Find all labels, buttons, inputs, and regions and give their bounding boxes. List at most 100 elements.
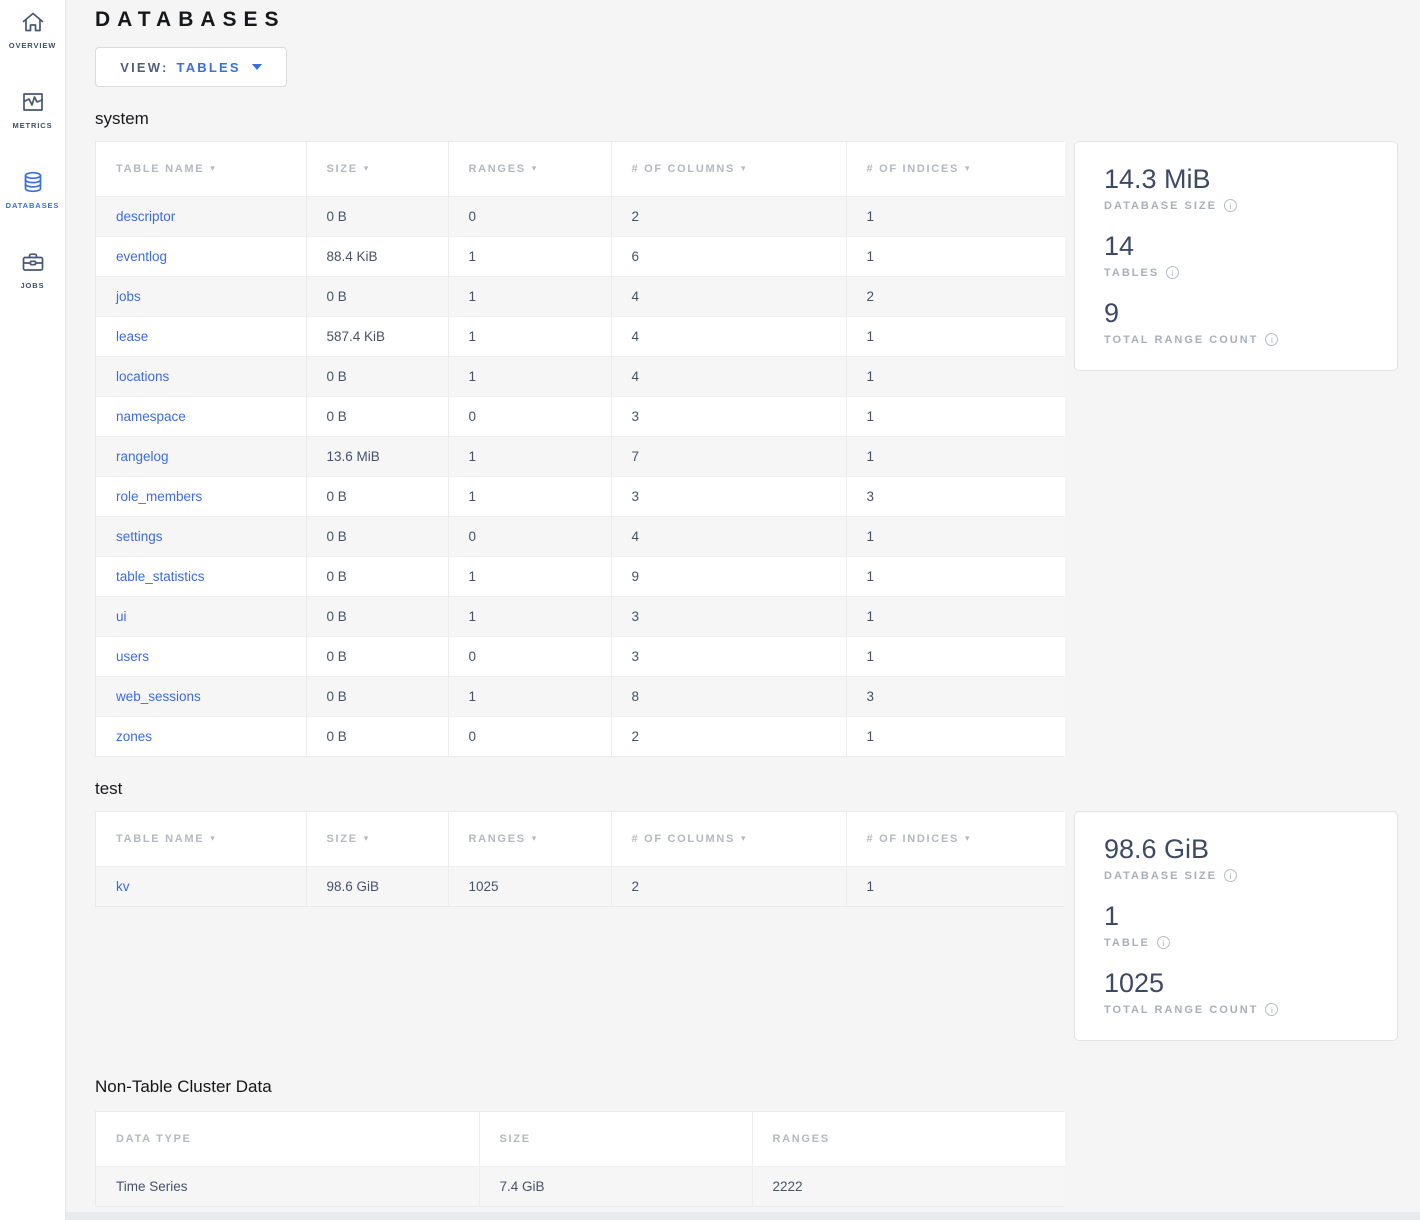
table-name-cell: locations [96,355,307,396]
view-dropdown-button[interactable]: VIEW: TABLES [95,47,287,87]
sort-caret-icon: ▾ [531,162,538,173]
column-header--of-indices[interactable]: # OF INDICES ▾ [846,142,1065,196]
sidebar-item-databases[interactable]: DATABASES [0,168,65,248]
table-cell: 0 [448,635,612,676]
table-cell: 1 [448,675,612,716]
stat-label: TABLE i [1104,936,1379,950]
table-cell: 2 [611,715,847,756]
column-header--of-columns[interactable]: # OF COLUMNS ▾ [611,812,847,866]
column-header-table-name[interactable]: TABLE NAME ▾ [96,812,307,866]
table-name-cell: zones [96,715,307,756]
table-cell: 1 [846,435,1065,476]
table-name-cell: ui [96,595,307,636]
database-sections: system TABLE NAME ▾ SIZE ▾ RANGES ▾ # OF COLUM… [95,109,1420,1042]
table-link[interactable]: zones [116,728,153,744]
table-link[interactable]: eventlog [116,248,168,264]
table-name-cell: users [96,635,307,676]
table-link[interactable]: role_members [116,488,203,504]
table-cell: 2 [611,865,847,906]
sidebar-item-jobs[interactable]: JOBS [0,248,65,328]
table-link[interactable]: ui [116,608,127,624]
table-link[interactable]: descriptor [116,208,176,224]
table-cell: 0 [448,395,612,436]
table-cell: 7.4 GiB [479,1165,753,1207]
table-cell: 1 [448,355,612,396]
info-icon[interactable]: i [1166,266,1180,280]
info-icon[interactable]: i [1224,869,1237,883]
table-header-row: TABLE NAME ▾ SIZE ▾ RANGES ▾ # OF COLUMNS ▾ # OF… [96,142,1065,196]
table-cell: 1 [846,315,1065,356]
home-icon [20,8,46,36]
database-name: test [95,779,123,798]
table-name-cell: table_statistics [96,555,307,596]
column-header-ranges[interactable]: RANGES ▾ [448,812,612,866]
table-cell: 0 B [306,555,449,596]
sidebar-item-metrics[interactable]: METRICS [0,88,65,168]
tables-table: TABLE NAME ▾ SIZE ▾ RANGES ▾ # OF COLUMNS ▾ # OF… [95,811,1065,907]
table-cell: 0 [448,715,612,756]
info-icon[interactable]: i [1224,199,1237,213]
table-link[interactable]: web_sessions [116,688,201,704]
table-cell: 6 [611,235,847,276]
table-link[interactable]: namespace [116,408,186,424]
table-cell: 1 [846,515,1065,556]
chevron-down-icon [251,64,262,70]
page-title: DATABASES [95,8,286,31]
stat-value: 9 [1104,298,1120,329]
table-link[interactable]: jobs [116,288,141,304]
column-header-table-name[interactable]: TABLE NAME ▾ [96,142,307,196]
table-cell: 3 [611,595,847,636]
table-cell: 1 [448,475,612,516]
table-cell: 1 [448,235,612,276]
column-header--of-columns[interactable]: # OF COLUMNS ▾ [611,142,847,196]
info-icon[interactable]: i [1265,1003,1279,1017]
table-link[interactable]: locations [116,368,170,384]
sort-caret-icon: ▾ [965,832,972,843]
column-header-size[interactable]: SIZE ▾ [306,812,449,866]
sidebar-item-label: METRICS [12,121,53,130]
stat-value: 14.3 MiB [1104,164,1211,194]
sidebar-item-label: DATABASES [5,201,60,210]
table-cell: 1 [448,435,612,476]
table-name-cell: role_members [96,475,307,516]
sort-caret-icon: ▾ [363,162,370,173]
main-content: DATABASES VIEW: TABLES system TABLE NAME… [66,0,1420,1220]
table-row: lease 587.4 KiB 1 4 1 [96,315,1065,356]
table-cell: 1 [448,275,612,316]
info-icon[interactable]: i [1156,936,1170,950]
table-cell: 3 [611,635,847,676]
table-cell: 1 [846,635,1065,676]
stat-label: TOTAL RANGE COUNT i [1104,1003,1379,1017]
table-cell: 0 B [306,675,449,716]
table-cell: 1 [846,555,1065,596]
sidebar-item-overview[interactable]: OVERVIEW [0,8,65,88]
info-icon[interactable]: i [1265,333,1279,347]
table-cell: 3 [846,675,1065,716]
column-header-size: SIZE [479,1112,753,1167]
table-cell: 8 [611,675,847,716]
summary-stat: 1 TABLE i [1104,901,1379,950]
table-link[interactable]: kv [116,878,130,894]
table-link[interactable]: settings [116,528,163,544]
table-link[interactable]: lease [116,328,149,344]
table-link[interactable]: users [116,648,150,664]
column-header--of-indices[interactable]: # OF INDICES ▾ [846,812,1065,866]
table-cell: 1 [846,865,1065,906]
table-link[interactable]: rangelog [116,448,169,464]
table-cell: 4 [611,355,847,396]
table-link[interactable]: table_statistics [116,568,205,584]
sort-caret-icon: ▾ [741,832,748,843]
table-cell: 4 [611,315,847,356]
table-cell: 3 [611,395,847,436]
column-header-size[interactable]: SIZE ▾ [306,142,449,196]
table-cell: 3 [611,475,847,516]
table-cell: 1 [448,315,612,356]
sidebar-item-label: OVERVIEW [8,41,57,50]
table-cell: 98.6 GiB [306,865,449,906]
table-cell: 2222 [752,1165,1065,1207]
table-cell: 0 [448,515,612,556]
column-header-ranges[interactable]: RANGES ▾ [448,142,612,196]
